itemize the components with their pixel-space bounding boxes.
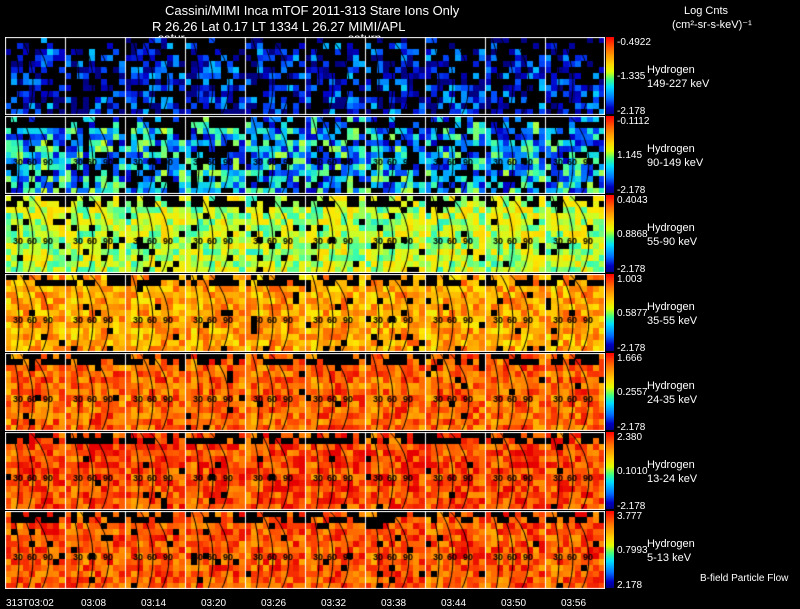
colorbar [606,511,614,588]
colorbar-max-value: 3.777 [617,511,643,522]
colorbar-min-value: -2.178 [617,185,646,196]
colorbar-mid-value: 0.8868 [617,228,648,240]
colorbar-mid-value: 0.1010 [617,465,648,477]
colorbar-max-value: 2.380 [617,432,643,443]
species-label: Hydrogen 149-227 keV [647,63,709,91]
species-name: Hydrogen [647,459,695,471]
counts-image [5,432,605,510]
species-label: Hydrogen 13-24 keV [647,458,697,486]
colorbar-mid-value: 0.7993 [617,544,648,556]
time-tick-label: 03:32 [321,598,347,609]
species-name: Hydrogen [647,143,695,155]
colorbar-min-value: -2.178 [617,422,646,433]
colorbar-min-value: 2.178 [617,580,643,591]
counts-image [5,274,605,352]
energy-range: 35-55 keV [647,315,698,327]
species-name: Hydrogen [647,222,695,234]
colorbar-max-value: -0.1112 [617,116,650,127]
counts-image [5,37,605,115]
species-name: Hydrogen [647,64,695,76]
colorbar-min-value: -2.178 [617,264,646,275]
energy-range: 24-35 keV [647,394,698,406]
plot-title: Cassini/MIMI Inca mTOF 2011-313 Stare Io… [165,3,460,18]
time-tick-label: 03:14 [141,598,167,609]
species-label: Hydrogen 55-90 keV [647,221,697,249]
species-label: Hydrogen 35-55 keV [647,300,697,328]
energy-panel [5,116,605,194]
colorbar [606,432,614,509]
colorbar-max-value: 1.666 [617,353,643,364]
energy-panel [5,195,605,273]
energy-range: 90-149 keV [647,157,704,169]
colorbar-units-line1: Log Cnts [684,5,729,17]
time-tick-label: 03:08 [81,598,107,609]
energy-panel [5,511,605,589]
counts-image [5,195,605,273]
time-tick-label: 03:50 [501,598,527,609]
energy-range: 5-13 keV [647,552,692,564]
counts-image [5,116,605,194]
colorbar-mid-value: -1.335 [617,70,646,82]
energy-panel [5,37,605,115]
species-label: Hydrogen 24-35 keV [647,379,697,407]
energy-panel [5,274,605,352]
energy-panel [5,432,605,510]
colorbar-min-value: -2.178 [617,106,646,117]
colorbar-mid-value: 0.2557 [617,386,648,398]
plot-subtitle: R 26.26 Lat 0.17 LT 1334 L 26.27 MIMI/AP… [152,19,406,34]
time-tick-label: 03:38 [381,598,407,609]
time-tick-label: 03:26 [261,598,287,609]
time-tick-label: 313T03:02 [6,598,54,609]
counts-image [5,353,605,431]
time-tick-label: 03:20 [201,598,227,609]
colorbar [606,116,614,193]
colorbar [606,37,614,114]
colorbar-max-value: 1.003 [617,274,643,285]
species-label: Hydrogen 90-149 keV [647,142,703,170]
colorbar-max-value: -0.4922 [617,37,651,48]
colorbar-max-value: 0.4043 [617,195,648,206]
energy-range: 13-24 keV [647,473,698,485]
species-name: Hydrogen [647,380,695,392]
colorbar-min-value: -2.178 [617,501,646,512]
energy-panel [5,353,605,431]
energy-range: 149-227 keV [647,78,710,90]
colorbar-min-value: -2.178 [617,343,646,354]
species-label: Hydrogen 5-13 keV [647,537,695,565]
colorbar-mid-value: 1.145 [617,149,643,161]
colorbar [606,195,614,272]
colorbar-mid-value: 0.5877 [617,307,648,319]
bfield-particle-flow-label: B-field Particle Flow [700,573,789,584]
colorbar [606,353,614,430]
energy-range: 55-90 keV [647,236,698,248]
counts-image [5,511,605,589]
colorbar [606,274,614,351]
time-tick-label: 03:44 [441,598,467,609]
species-name: Hydrogen [647,301,695,313]
colorbar-units-line2: (cm²-sr-s-keV)⁻¹ [672,19,752,31]
species-name: Hydrogen [647,538,695,550]
time-tick-label: 03:56 [561,598,587,609]
